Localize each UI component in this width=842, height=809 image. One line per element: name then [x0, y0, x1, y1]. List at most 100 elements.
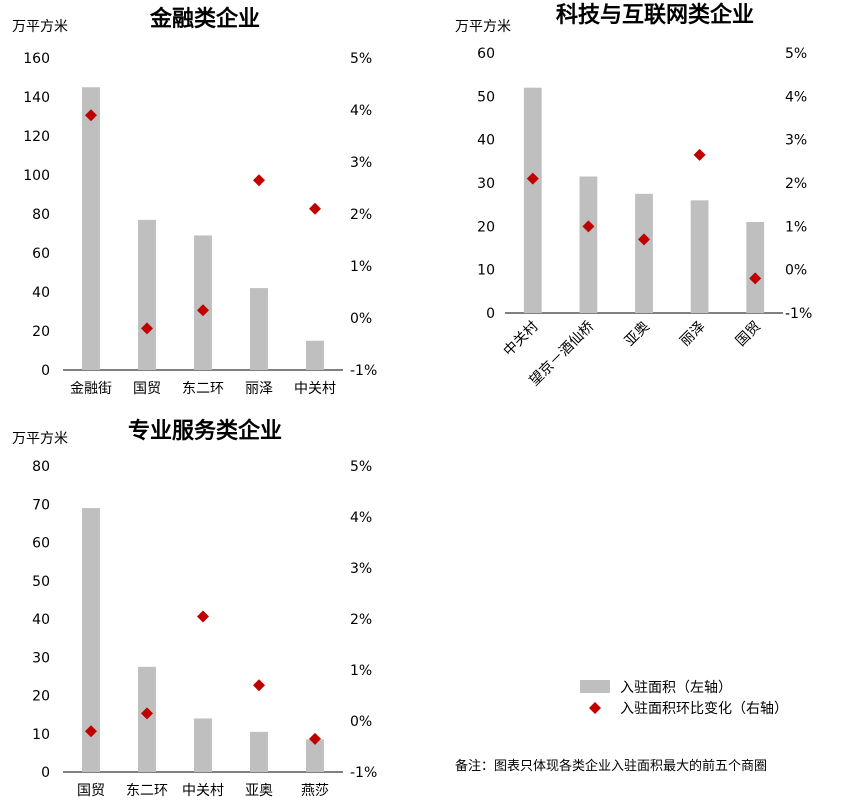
y2-tick-label: 5%: [350, 459, 372, 475]
y2-tick-label: 5%: [350, 51, 372, 67]
legend-bar-label: 入驻面积（左轴）: [620, 680, 732, 696]
y-tick-label: 40: [32, 285, 50, 301]
category-label: 丽泽: [677, 319, 708, 350]
y2-tick-label: 2%: [785, 176, 807, 192]
y2-tick-label: 3%: [785, 133, 807, 149]
y-tick-label: 20: [32, 689, 50, 705]
change-point: [582, 220, 595, 233]
category-label: 国贸: [77, 783, 105, 799]
bar: [250, 288, 268, 370]
y-tick-label: 10: [32, 727, 50, 743]
change-point: [141, 707, 153, 720]
chart-professional-title: 专业服务类企业: [128, 418, 282, 444]
bar: [194, 718, 212, 772]
change-point: [197, 304, 209, 317]
y-tick-label: 0: [486, 306, 495, 322]
y-tick-label: 0: [41, 765, 50, 781]
y2-tick-label: 5%: [785, 46, 807, 62]
y2-tick-label: -1%: [785, 306, 812, 322]
y-tick-label: 60: [32, 246, 50, 262]
change-point: [309, 732, 321, 745]
bar: [82, 508, 100, 772]
chart-professional-y-ticks: 0 10 20 30 40 50 60 70 80: [32, 459, 50, 781]
category-label: 燕莎: [301, 783, 329, 799]
bar: [690, 200, 709, 313]
y-tick-label: 10: [477, 263, 495, 279]
y2-tick-label: 0%: [785, 263, 807, 279]
bar: [138, 219, 156, 370]
category-label: 亚奥: [245, 782, 273, 799]
y-tick-label: 160: [23, 51, 50, 67]
chart-tech-bars: [523, 87, 765, 314]
y-tick-label: 120: [23, 129, 50, 145]
chart-tech: 科技与互联网类企业 万平方米 0 10 20 30 40 50 60 -1% 0% 1% 2% 3%…: [455, 2, 812, 389]
chart-finance-categories: 金融街 国贸 东二环 丽泽 中关村: [70, 381, 336, 397]
chart-tech-points: [526, 148, 762, 285]
y-tick-label: 60: [32, 536, 50, 552]
y-tick-label: 30: [32, 650, 50, 666]
legend-point-label: 入驻面积环比变化（右轴）: [620, 701, 788, 717]
chart-finance-unit: 万平方米: [12, 19, 68, 35]
category-label: 丽泽: [245, 381, 273, 397]
y-tick-label: 60: [477, 46, 495, 62]
change-point: [85, 725, 97, 738]
category-label: 中关村: [501, 319, 542, 360]
chart-finance-y2-ticks: -1% 0% 1% 2% 3% 4% 5%: [350, 51, 377, 379]
y2-tick-label: 4%: [350, 510, 372, 526]
y2-tick-label: 1%: [785, 219, 807, 235]
change-point: [85, 109, 97, 122]
category-label: 国贸: [133, 381, 161, 397]
y-tick-label: 140: [23, 90, 50, 106]
y-tick-label: 50: [477, 89, 495, 105]
legend-point-swatch: [589, 702, 601, 714]
change-point: [693, 148, 706, 161]
change-point: [309, 202, 321, 215]
y2-tick-label: 1%: [350, 663, 372, 679]
legend-bar-swatch: [580, 680, 610, 693]
bar: [523, 87, 542, 314]
y-tick-label: 40: [32, 612, 50, 628]
change-point: [638, 233, 650, 246]
y2-tick-label: -1%: [350, 765, 377, 781]
chart-tech-unit: 万平方米: [455, 19, 511, 35]
footnote: 备注：图表只体现各类企业入驻面积最大的前五个商圈: [455, 758, 767, 774]
legend: 入驻面积（左轴） 入驻面积环比变化（右轴）: [580, 680, 788, 717]
chart-finance-bars: [82, 87, 324, 370]
bar: [306, 739, 324, 772]
category-label: 东二环: [126, 783, 168, 799]
chart-tech-y-ticks: 0 10 20 30 40 50 60: [477, 46, 495, 322]
chart-finance-title: 金融类企业: [149, 6, 260, 32]
chart-tech-title: 科技与互联网类企业: [556, 2, 754, 28]
change-point: [749, 272, 762, 285]
bar: [306, 340, 324, 370]
category-label: 国贸: [733, 319, 764, 350]
chart-professional-points: [85, 610, 321, 745]
bar: [82, 87, 100, 370]
bar: [579, 176, 598, 313]
category-label: 亚奥: [621, 318, 653, 350]
y2-tick-label: 3%: [350, 561, 372, 577]
y2-tick-label: 0%: [350, 311, 372, 327]
chart-tech-y2-ticks: -1% 0% 1% 2% 3% 4% 5%: [785, 46, 812, 322]
category-label: 东二环: [182, 381, 224, 397]
chart-professional-unit: 万平方米: [12, 431, 68, 447]
chart-professional-bars: [82, 508, 324, 772]
chart-finance-points: [85, 109, 321, 335]
y2-tick-label: 0%: [350, 714, 372, 730]
chart-professional: 专业服务类企业 万平方米 0 10 20 30 40 50 60 70 80 -1% 0% 1% 2%…: [12, 418, 377, 799]
y-tick-label: 100: [23, 168, 50, 184]
chart-finance: 金融类企业 万平方米 0 20 40 60 80 100 120 140 160 -1% 0% 1%…: [12, 6, 377, 397]
category-label: 中关村: [294, 381, 336, 397]
y-tick-label: 80: [32, 207, 50, 223]
y-tick-label: 20: [32, 324, 50, 340]
y2-tick-label: 2%: [350, 612, 372, 628]
category-label: 中关村: [182, 783, 224, 799]
y2-tick-label: -1%: [350, 363, 377, 379]
y2-tick-label: 2%: [350, 207, 372, 223]
chart-professional-categories: 国贸 东二环 中关村 亚奥 燕莎: [77, 782, 329, 799]
bar: [746, 222, 765, 313]
y2-tick-label: 3%: [350, 155, 372, 171]
chart-professional-y2-ticks: -1% 0% 1% 2% 3% 4% 5%: [350, 459, 377, 781]
bar: [138, 666, 156, 772]
